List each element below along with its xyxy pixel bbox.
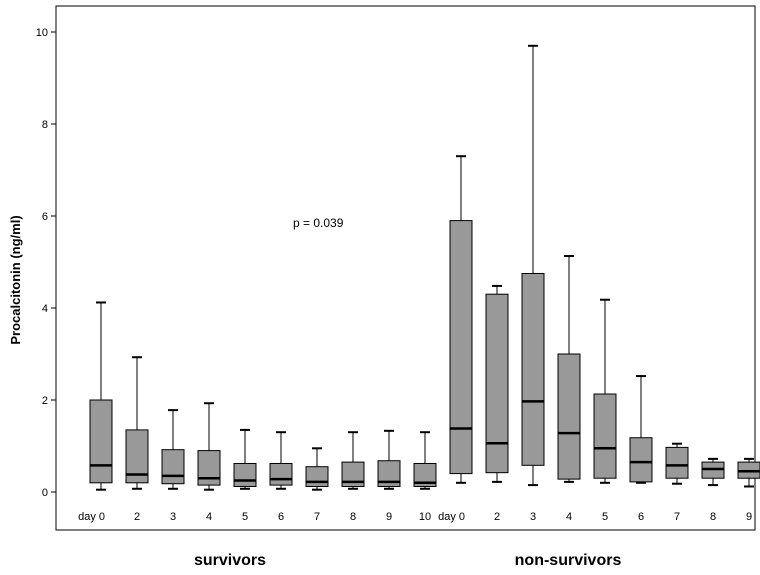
category-label-non-survivors-2: 2	[494, 511, 500, 523]
box-survivors-4	[197, 402, 221, 491]
box-non-survivors-6	[629, 375, 653, 484]
category-label-non-survivors-4: 4	[566, 511, 572, 523]
box-non-survivors-8	[701, 457, 725, 487]
y-tick-label-4: 4	[42, 303, 48, 315]
box-iqr	[269, 462, 293, 486]
box-survivors-3	[161, 409, 185, 490]
box-iqr	[233, 462, 257, 487]
y-tick-label-6: 6	[42, 211, 48, 223]
box-survivors-9	[377, 429, 401, 490]
box-survivors-day-0	[89, 301, 113, 491]
box-non-survivors-3	[521, 44, 545, 487]
y-tick-label-0: 0	[42, 487, 48, 499]
category-label-survivors-4: 4	[206, 511, 212, 523]
group-label-survivors: survivors	[194, 552, 266, 569]
box-iqr	[485, 293, 509, 474]
category-label-survivors-5: 5	[242, 511, 248, 523]
category-label-non-survivors-7: 7	[674, 511, 680, 523]
group-label-non-survivors: non-survivors	[515, 552, 622, 569]
y-tick-label-8: 8	[42, 119, 48, 131]
box-iqr	[341, 461, 365, 487]
category-label-non-survivors-6: 6	[638, 511, 644, 523]
box-iqr	[521, 273, 545, 466]
box-survivors-8	[341, 431, 365, 490]
box-non-survivors-7	[665, 442, 689, 485]
box-non-survivors-2	[485, 284, 509, 483]
plot-frame	[55, 5, 756, 531]
box-iqr	[629, 437, 653, 483]
category-label-survivors-6: 6	[278, 511, 284, 523]
p-value-annotation: p = 0.039	[293, 216, 344, 230]
category-label-survivors-8: 8	[350, 511, 356, 523]
box-non-survivors-4	[557, 255, 581, 483]
box-iqr	[665, 446, 689, 479]
box-iqr	[89, 399, 113, 484]
box-iqr	[125, 429, 149, 484]
box-iqr	[161, 449, 185, 485]
box-iqr	[197, 450, 221, 486]
category-label-survivors-day-0: day 0	[78, 511, 105, 523]
category-label-survivors-3: 3	[170, 511, 176, 523]
box-series	[89, 44, 760, 491]
box-iqr	[557, 353, 581, 480]
box-iqr	[449, 220, 473, 475]
box-iqr	[305, 466, 329, 487]
box-survivors-2	[125, 356, 149, 490]
y-tick-label-2: 2	[42, 395, 48, 407]
category-label-non-survivors-9: 9	[746, 511, 752, 523]
box-survivors-7	[305, 447, 329, 491]
category-label-non-survivors-5: 5	[602, 511, 608, 523]
box-non-survivors-5	[593, 298, 617, 484]
category-label-survivors-10: 10	[419, 511, 431, 523]
box-iqr	[377, 460, 401, 487]
box-survivors-10	[413, 431, 437, 490]
box-non-survivors-9	[737, 457, 760, 488]
category-label-survivors-7: 7	[314, 511, 320, 523]
y-axis-label: Procalcitonin (ng/ml)	[8, 215, 23, 344]
box-survivors-6	[269, 431, 293, 490]
y-tick-label-10: 10	[36, 27, 48, 39]
box-iqr	[593, 393, 617, 479]
box-survivors-5	[233, 428, 257, 490]
y-axis: 0 2 4 6 8 10	[36, 27, 56, 499]
box-iqr	[413, 462, 437, 487]
category-label-survivors-2: 2	[134, 511, 140, 523]
category-label-survivors-9: 9	[386, 511, 392, 523]
category-label-non-survivors-day-0: day 0	[438, 511, 465, 523]
category-label-non-survivors-8: 8	[710, 511, 716, 523]
category-label-non-survivors-3: 3	[530, 511, 536, 523]
box-non-survivors-day-0	[449, 155, 473, 484]
